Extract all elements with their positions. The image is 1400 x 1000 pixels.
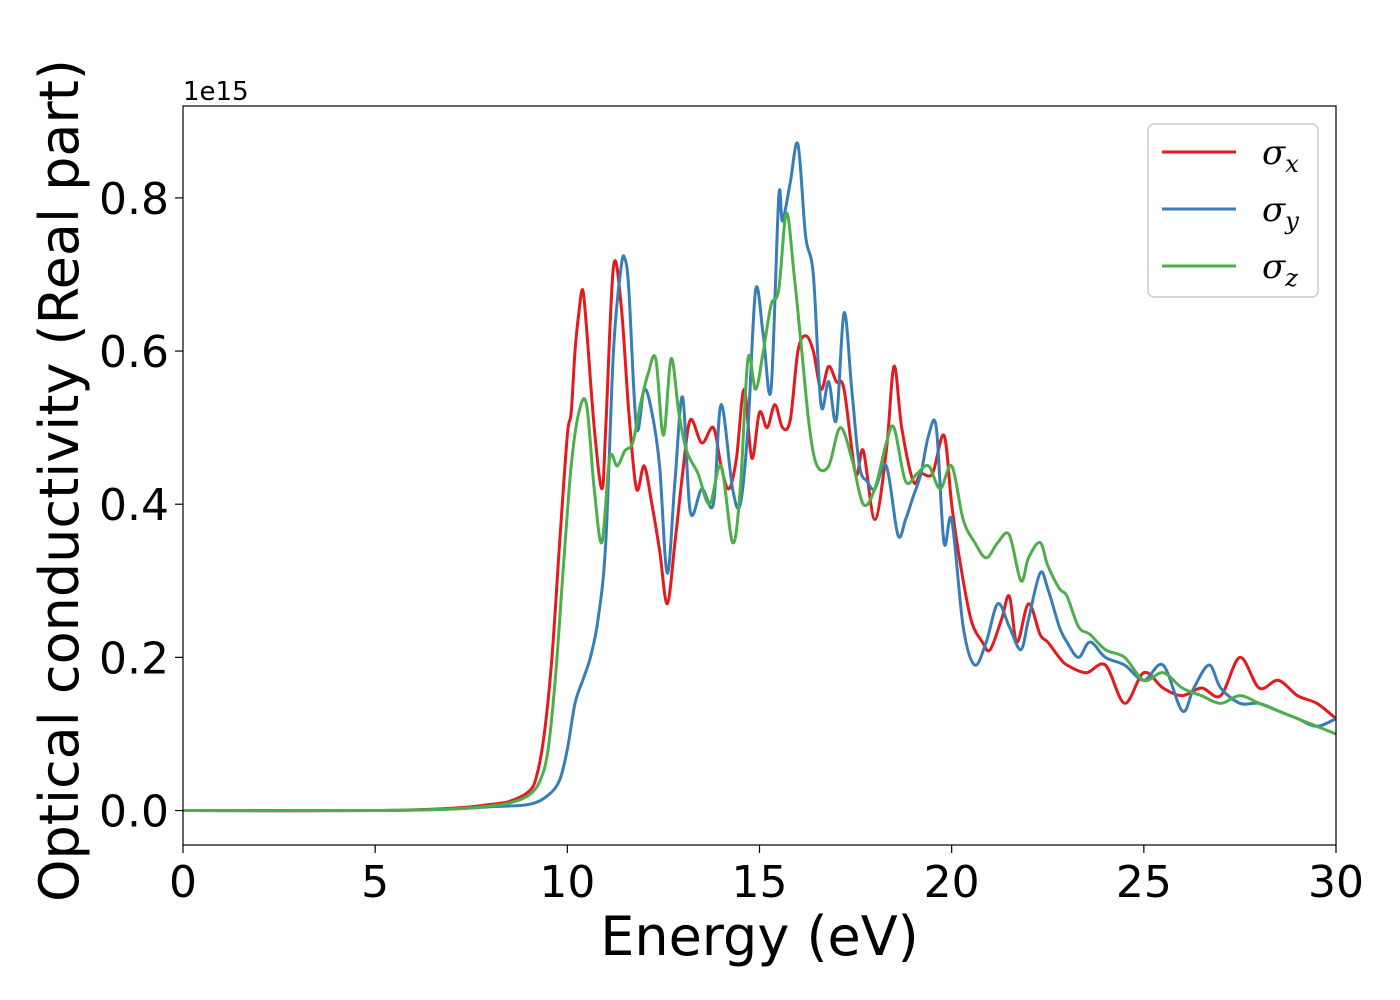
legend-label-x: σx — [1262, 133, 1299, 178]
x-tick-label: 10 — [539, 857, 595, 908]
y-tick-label: 0.0 — [99, 787, 169, 838]
x-tick-label: 0 — [169, 857, 197, 908]
series-line-x — [183, 259, 1336, 813]
series-group — [183, 141, 1336, 813]
y-tick-label: 0.8 — [99, 174, 169, 225]
y-axis: 0.0 0.2 0.4 0.6 0.8 — [99, 174, 183, 838]
x-tick-label: 30 — [1308, 857, 1364, 908]
x-axis-label: Energy (eV) — [600, 905, 919, 968]
y-offset-label: 1e15 — [183, 77, 249, 107]
series-line-y — [183, 141, 1336, 813]
y-tick-label: 0.4 — [99, 480, 169, 531]
legend-label-z: σz — [1262, 247, 1298, 292]
y-tick-label: 0.6 — [99, 327, 169, 378]
x-tick-label: 15 — [732, 857, 788, 908]
x-tick-label: 5 — [361, 857, 389, 908]
series-line-z — [183, 211, 1336, 813]
legend-label-y: σy — [1262, 190, 1299, 235]
x-tick-label: 25 — [1116, 857, 1172, 908]
x-axis: 0 5 10 15 20 25 30 — [169, 845, 1364, 908]
legend: σx σy σz — [1147, 123, 1319, 298]
y-tick-label: 0.2 — [99, 633, 169, 684]
y-axis-label: Optical conductivity (Real part) — [28, 59, 91, 902]
x-tick-label: 20 — [924, 857, 980, 908]
